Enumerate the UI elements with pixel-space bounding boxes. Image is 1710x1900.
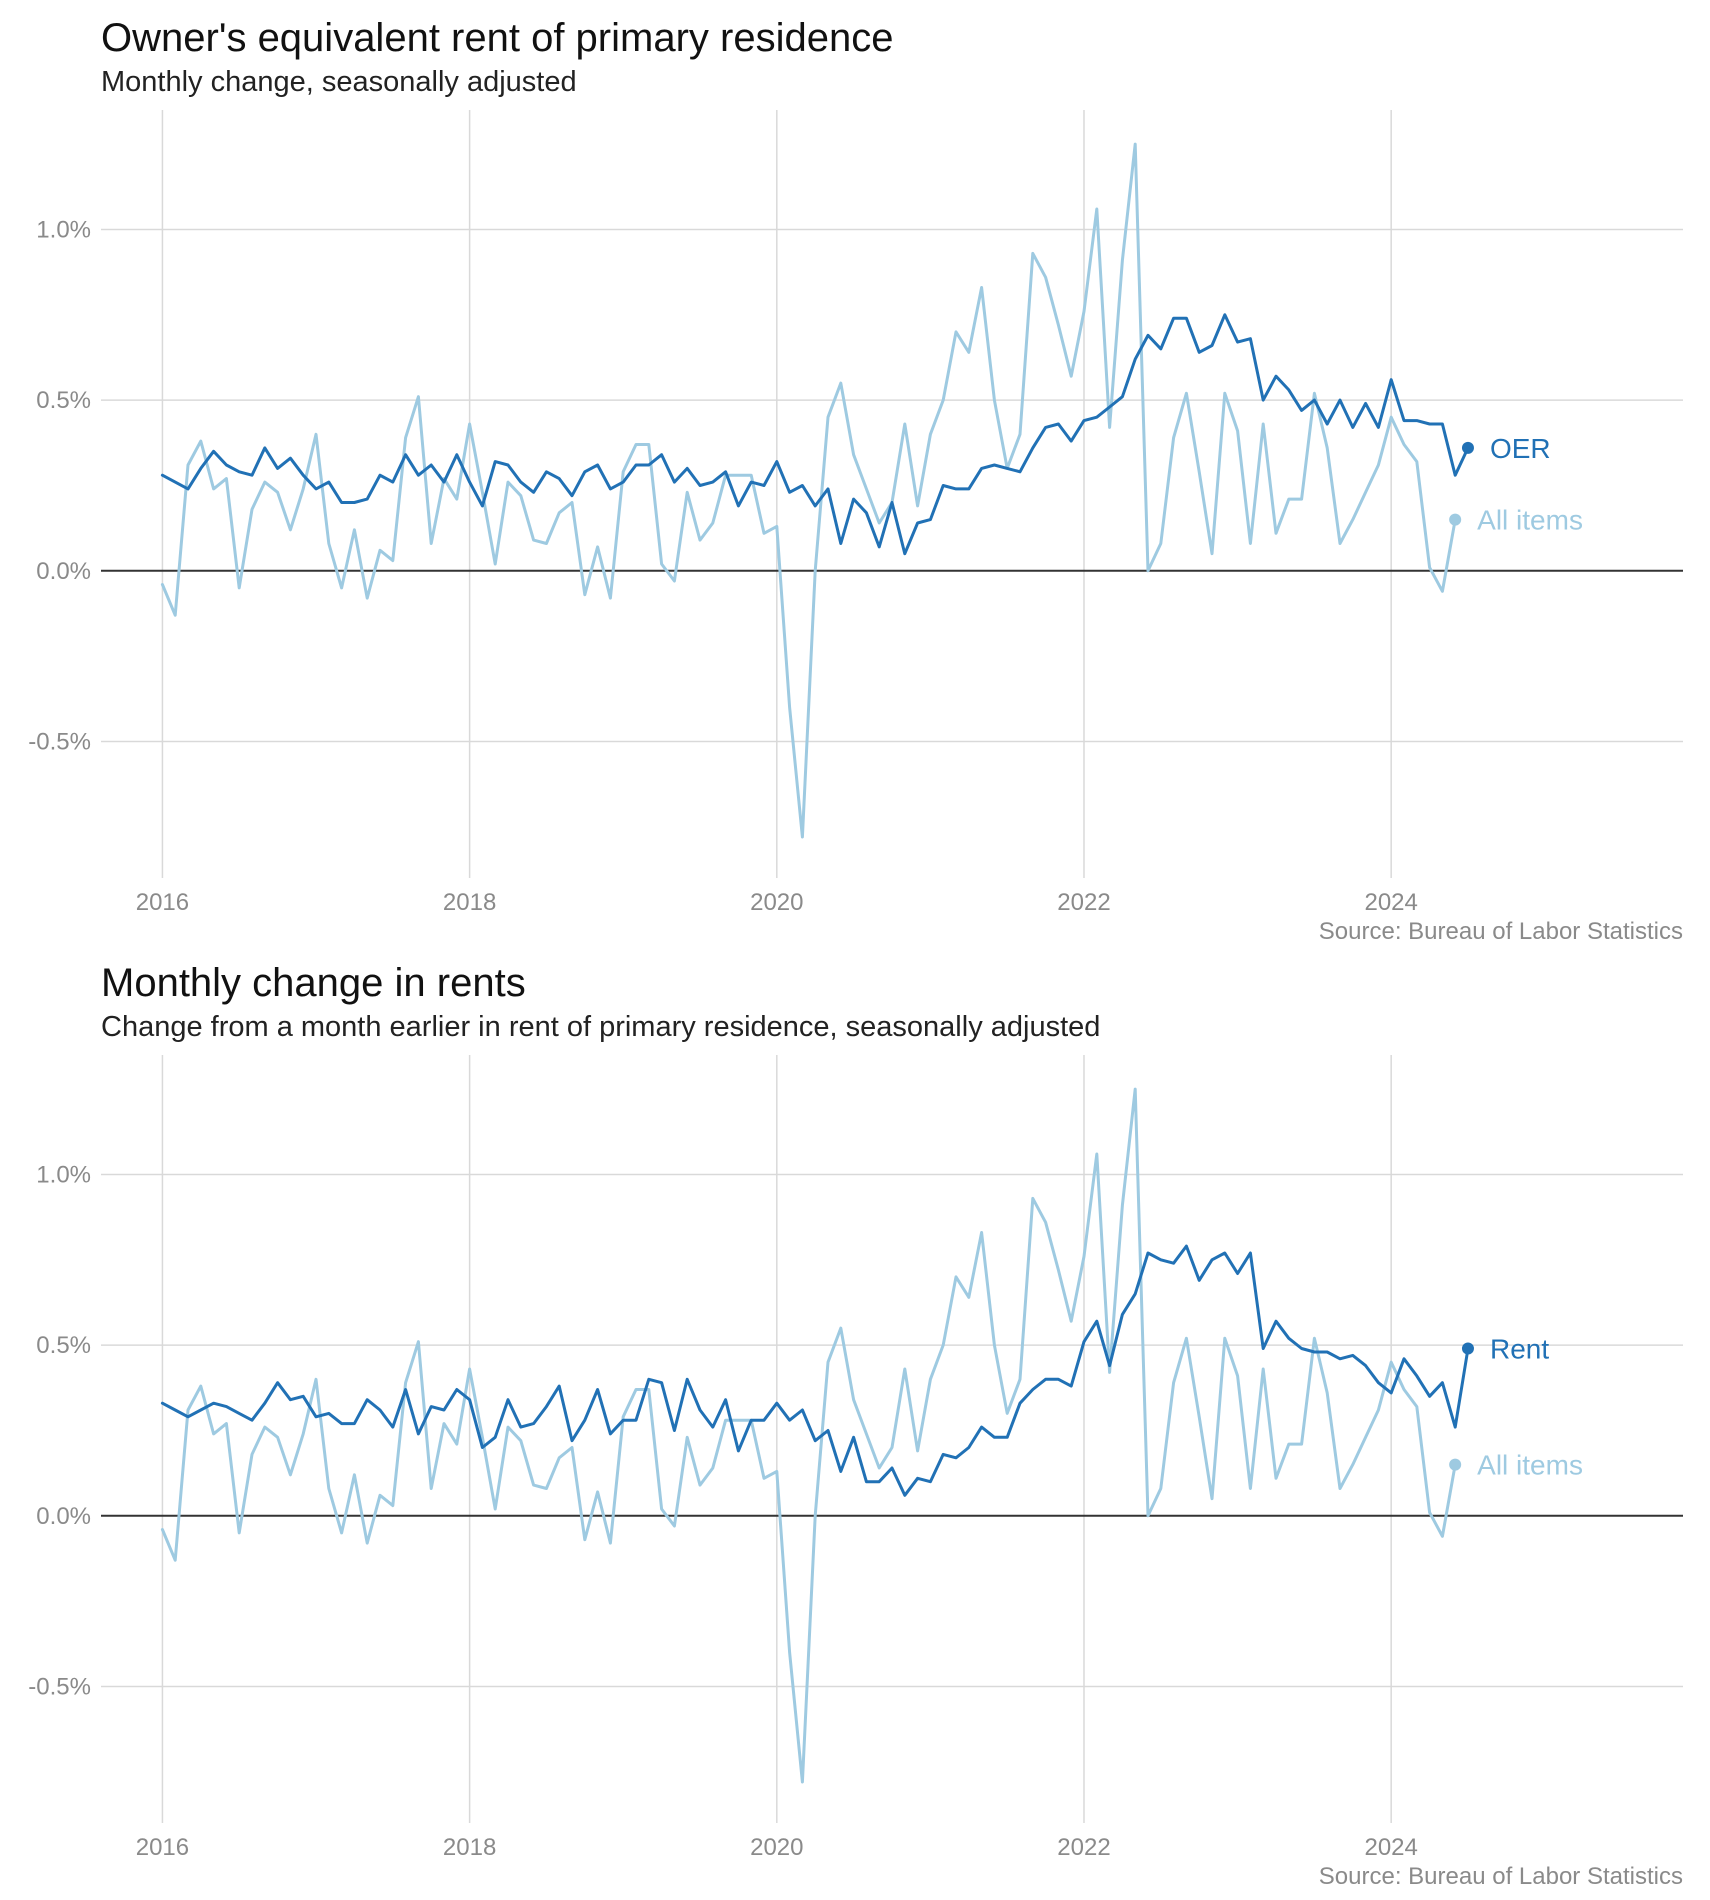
y-tick-label: 1.0% <box>36 1161 91 1188</box>
series-label: OER <box>1490 433 1551 464</box>
series-label: All items <box>1477 505 1583 536</box>
x-tick-label: 2020 <box>750 889 803 916</box>
x-tick-label: 2024 <box>1364 1834 1417 1861</box>
x-tick-label: 2020 <box>750 1834 803 1861</box>
x-tick-label: 2024 <box>1364 889 1417 916</box>
series-label: All items <box>1477 1450 1583 1481</box>
chart-panel-rent: Monthly change in rents Change from a mo… <box>0 945 1710 1890</box>
chart-title: Monthly change in rents <box>101 961 526 1005</box>
y-tick-label: 1.0% <box>36 216 91 243</box>
series-end-marker <box>1461 1342 1474 1355</box>
chart-panel-oer: Owner's equivalent rent of primary resid… <box>0 0 1710 945</box>
series-line <box>160 313 1470 556</box>
y-tick-label: 0.0% <box>36 558 91 585</box>
series-line <box>160 142 1457 839</box>
source-note: Source: Bureau of Labor Statistics <box>1318 1863 1683 1890</box>
series-end-marker <box>1461 441 1474 454</box>
x-tick-label: 2018 <box>443 889 496 916</box>
series-line <box>160 1087 1457 1784</box>
chart-title: Owner's equivalent rent of primary resid… <box>101 16 894 60</box>
x-tick-label: 2016 <box>136 1834 189 1861</box>
grid-lines <box>101 110 1683 878</box>
y-tick-label: 0.5% <box>36 387 91 414</box>
x-tick-label: 2022 <box>1057 889 1110 916</box>
source-note: Source: Bureau of Labor Statistics <box>1318 918 1683 945</box>
y-tick-label: 0.0% <box>36 1503 91 1530</box>
chart-subtitle: Change from a month earlier in rent of p… <box>101 1011 1101 1043</box>
chart-subtitle: Monthly change, seasonally adjusted <box>101 66 577 98</box>
series-end-marker <box>1449 513 1462 526</box>
series-line <box>160 1244 1470 1497</box>
x-tick-label: 2016 <box>136 889 189 916</box>
y-tick-label: -0.5% <box>28 1673 91 1700</box>
line-chart-rent: -0.5% 0.0% 0.5% 1.0% 2016 2018 2020 2022 2024 All… <box>28 1055 1683 1861</box>
x-tick-label: 2018 <box>443 1834 496 1861</box>
y-tick-label: 0.5% <box>36 1332 91 1359</box>
x-tick-label: 2022 <box>1057 1834 1110 1861</box>
line-chart-oer: -0.5% 0.0% 0.5% 1.0% 2016 2018 2020 2022 2024 All… <box>28 110 1683 916</box>
series-end-marker <box>1449 1458 1462 1471</box>
y-tick-label: -0.5% <box>28 728 91 755</box>
series-label: Rent <box>1490 1334 1549 1365</box>
